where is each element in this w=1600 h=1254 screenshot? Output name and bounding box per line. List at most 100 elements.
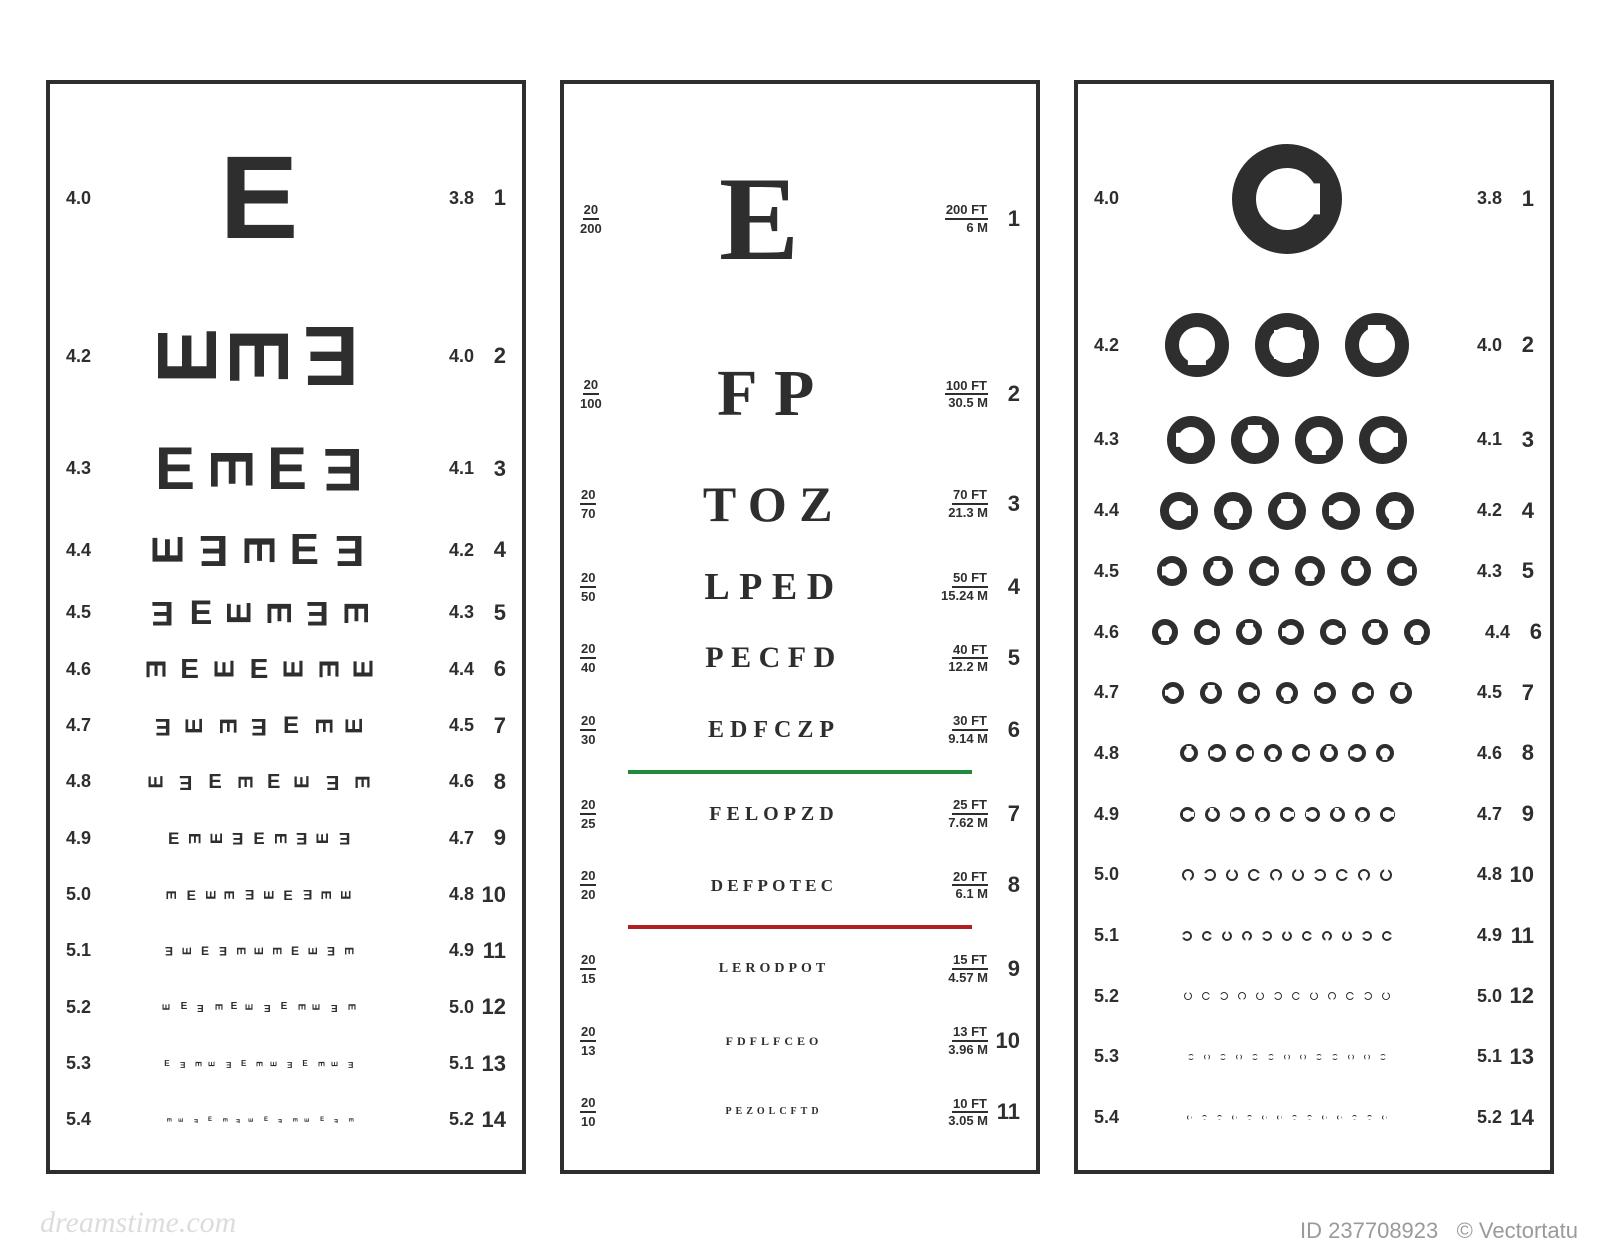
tumbling-e-glyph: E bbox=[249, 1118, 255, 1122]
landolt-c-glyph bbox=[1282, 931, 1292, 941]
row-right-scale: 4.5 bbox=[394, 715, 474, 736]
tumbling-e-glyph: E bbox=[155, 439, 195, 499]
tumbling-e-glyph: E bbox=[352, 775, 372, 788]
landolt-c-glyph bbox=[1270, 869, 1282, 881]
row-number: 2 bbox=[988, 381, 1022, 407]
row-number: 3 bbox=[1502, 427, 1536, 453]
landolt-c-glyph bbox=[1264, 744, 1282, 762]
row-left-scale: 4.4 bbox=[1092, 500, 1152, 521]
row-number: 2 bbox=[1502, 332, 1536, 358]
row-number: 6 bbox=[1510, 619, 1544, 645]
landolt-c-row: 5.35.113 bbox=[1092, 1027, 1536, 1088]
row-right-scale: 5.0 bbox=[394, 997, 474, 1018]
tumbling-e-row: 4.9EEEEEEEEE4.79 bbox=[64, 810, 508, 866]
landolt-c-glyph bbox=[1236, 1054, 1242, 1060]
landolt-c-glyph bbox=[1252, 1054, 1258, 1060]
row-number: 1 bbox=[1502, 186, 1536, 212]
row-left-scale: 5.3 bbox=[64, 1053, 124, 1074]
row-number: 6 bbox=[474, 656, 508, 682]
row-number: 4 bbox=[988, 574, 1022, 600]
tumbling-e-glyph: E bbox=[234, 775, 254, 788]
landolt-c-glyph bbox=[1328, 992, 1336, 1000]
tumbling-e-glyph: E bbox=[208, 772, 221, 792]
row-glyphs bbox=[1152, 807, 1422, 822]
landolt-c-glyph bbox=[1337, 1115, 1342, 1120]
tumbling-e-row: 4.2EEE4.02 bbox=[64, 291, 508, 422]
tumbling-e-row: 4.8EEEEEEEE4.68 bbox=[64, 754, 508, 810]
row-number: 7 bbox=[1502, 680, 1536, 706]
tumbling-e-glyph: E bbox=[209, 1061, 217, 1066]
tumbling-e-glyph: E bbox=[251, 714, 267, 738]
landolt-c-glyph bbox=[1322, 492, 1360, 530]
row-number: 6 bbox=[988, 717, 1022, 743]
tumbling-e-chart: 4.0E3.814.2EEE4.024.3EEEE4.134.4EEEEE4.2… bbox=[46, 80, 526, 1174]
row-left-fraction: 2025 bbox=[578, 797, 632, 831]
tumbling-e-glyph: E bbox=[217, 328, 301, 384]
tumbling-e-row: 4.0E3.81 bbox=[64, 106, 508, 291]
row-left-scale: 5.2 bbox=[64, 997, 124, 1018]
landolt-c-glyph bbox=[1364, 1054, 1370, 1060]
landolt-c-glyph bbox=[1320, 744, 1338, 762]
row-number: 12 bbox=[474, 994, 508, 1020]
landolt-c-glyph bbox=[1182, 869, 1194, 881]
row-glyphs: EEE bbox=[124, 314, 394, 398]
landolt-c-glyph bbox=[1255, 313, 1319, 377]
tumbling-e-glyph: E bbox=[346, 1004, 356, 1011]
landolt-c-glyph bbox=[1247, 1115, 1252, 1120]
tumbling-e-glyph: E bbox=[215, 718, 239, 734]
tumbling-e-glyph: E bbox=[168, 830, 179, 847]
landolt-c-glyph bbox=[1184, 992, 1192, 1000]
row-right-scale: 5.1 bbox=[394, 1053, 474, 1074]
row-number: 8 bbox=[1502, 740, 1536, 766]
row-right-scale: 4.0 bbox=[394, 346, 474, 367]
tumbling-e-glyph: E bbox=[146, 775, 166, 788]
row-number: 3 bbox=[988, 491, 1022, 517]
tumbling-e-glyph: E bbox=[283, 888, 292, 902]
landolt-c-glyph bbox=[1268, 492, 1306, 530]
tumbling-e-glyph: E bbox=[331, 1002, 338, 1012]
tumbling-e-row: 4.4EEEEE4.24 bbox=[64, 516, 508, 585]
tumbling-e-glyph: E bbox=[146, 536, 190, 565]
row-number: 9 bbox=[1502, 801, 1536, 827]
landolt-c-glyph bbox=[1262, 931, 1272, 941]
landolt-c-glyph bbox=[1310, 992, 1318, 1000]
row-left-fraction: 2015 bbox=[578, 952, 632, 986]
tumbling-e-glyph: E bbox=[250, 655, 269, 683]
landolt-c-glyph bbox=[1204, 869, 1216, 881]
snellen-letters: TOZ bbox=[632, 479, 916, 529]
landolt-c-glyph bbox=[1208, 744, 1226, 762]
row-number: 4 bbox=[1502, 498, 1536, 524]
row-right-scale: 4.8 bbox=[394, 884, 474, 905]
tumbling-e-glyph: E bbox=[335, 528, 364, 572]
row-glyphs bbox=[1152, 869, 1422, 881]
landolt-c-glyph bbox=[1307, 1115, 1312, 1120]
row-number: 14 bbox=[1502, 1105, 1536, 1131]
tumbling-e-glyph: E bbox=[320, 1117, 324, 1123]
landolt-c-glyph bbox=[1380, 807, 1395, 822]
tumbling-e-glyph: E bbox=[348, 1060, 353, 1068]
landolt-c-glyph bbox=[1348, 744, 1366, 762]
landolt-c-glyph bbox=[1305, 807, 1320, 822]
tumbling-e-glyph: E bbox=[165, 890, 179, 899]
landolt-c-glyph bbox=[1382, 1115, 1387, 1120]
tumbling-e-glyph: E bbox=[302, 1060, 307, 1068]
landolt-c-glyph bbox=[1232, 144, 1342, 254]
snellen-chart: 20200E200 FT6 M120100FP100 FT30.5 M22070… bbox=[560, 80, 1040, 1174]
landolt-c-glyph bbox=[1280, 807, 1295, 822]
tumbling-e-glyph: E bbox=[194, 1117, 198, 1123]
landolt-c-glyph bbox=[1380, 1054, 1386, 1060]
landolt-c-glyph bbox=[1255, 807, 1270, 822]
row-glyphs bbox=[1152, 556, 1422, 586]
snellen-letters: FP bbox=[632, 361, 916, 427]
row-right-scale: 4.6 bbox=[1422, 743, 1502, 764]
red-separator-line bbox=[628, 925, 972, 929]
tumbling-e-glyph: E bbox=[180, 1060, 185, 1068]
row-right-scale: 4.1 bbox=[1422, 429, 1502, 450]
tumbling-e-row: 5.2EEEEEEEEEEEE5.012 bbox=[64, 979, 508, 1035]
landolt-c-glyph bbox=[1236, 744, 1254, 762]
row-left-scale: 5.2 bbox=[1092, 986, 1152, 1007]
tumbling-e-glyph: E bbox=[262, 890, 276, 899]
tumbling-e-glyph: E bbox=[183, 718, 207, 734]
landolt-c-glyph bbox=[1262, 1115, 1267, 1120]
snellen-row: 2010PEZOLCFTD10 FT3.05 M11 bbox=[578, 1076, 1022, 1148]
